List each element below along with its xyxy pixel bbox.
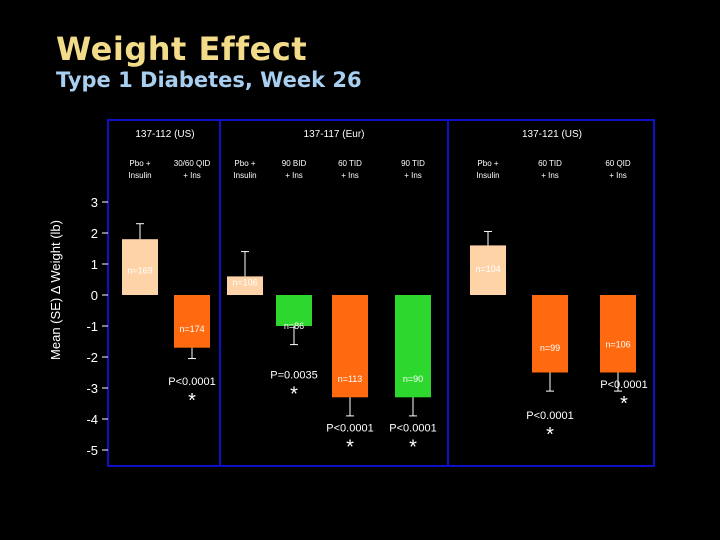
n-label-8: n=99: [540, 343, 560, 353]
p-value-8: P<0.0001: [526, 410, 573, 422]
p-value-4: P=0.0035: [270, 370, 317, 382]
group-label-line: Insulin: [476, 171, 499, 180]
study-header: 137-112 (US): [135, 129, 194, 140]
group-label-line: 90 BID: [282, 159, 307, 168]
bar-1: [122, 239, 158, 295]
slide-subtitle: Type 1 Diabetes, Week 26: [56, 68, 362, 92]
bar-9: [600, 295, 636, 373]
significance-star-8: *: [546, 424, 554, 446]
group-label-line: Insulin: [233, 171, 256, 180]
bar-4: [276, 295, 312, 326]
group-label-line: Insulin: [128, 171, 151, 180]
group-label-line: + Ins: [341, 171, 359, 180]
plot-frame: [107, 119, 655, 467]
p-value-2: P<0.0001: [168, 376, 215, 388]
y-tick-label: 3: [91, 195, 98, 210]
y-tick-label: -2: [86, 350, 98, 365]
bar-8: [532, 295, 568, 373]
bar-3: [227, 276, 263, 295]
group-label: 60 TID + Ins: [538, 159, 562, 180]
n-label-5: n=113: [338, 374, 363, 384]
group-label: Pbo + Insulin: [128, 159, 151, 180]
y-tick-label: 1: [91, 257, 98, 272]
p-value-9: P<0.0001: [600, 379, 647, 391]
group-label-line: Pbo +: [129, 159, 150, 168]
p-value-6: P<0.0001: [389, 422, 436, 434]
significance-star-4: *: [290, 384, 298, 406]
group-label: Pbo + Insulin: [476, 159, 499, 180]
n-label-3: n=106: [232, 278, 257, 288]
group-label: 60 QID + Ins: [605, 159, 631, 180]
significance-star-2: *: [188, 390, 196, 412]
y-tick-label: 0: [91, 288, 98, 303]
n-label-1: n=169: [127, 265, 152, 275]
study-header: 137-117 (Eur): [304, 129, 365, 140]
n-label-9: n=106: [605, 340, 630, 350]
y-tick-label: 2: [91, 226, 98, 241]
bar-2: [174, 295, 210, 348]
n-label-2: n=174: [179, 324, 204, 334]
group-label-line: + Ins: [541, 171, 559, 180]
bar-5: [332, 295, 368, 398]
group-label-line: 60 TID: [338, 159, 362, 168]
group-label-line: 30/60 QID: [174, 159, 211, 168]
y-tick-label: -5: [86, 443, 98, 458]
bar-7: [470, 245, 506, 295]
y-axis-label: Mean (SE) Δ Weight (lb): [48, 220, 63, 360]
group-label-line: 60 TID: [538, 159, 562, 168]
group-label-line: + Ins: [404, 171, 422, 180]
n-label-6: n=90: [403, 374, 423, 384]
bar-6: [395, 295, 431, 398]
y-tick-label: -3: [86, 381, 98, 396]
group-label: Pbo + Insulin: [233, 159, 256, 180]
group-label: 30/60 QID + Ins: [174, 159, 211, 180]
y-tick-label: -1: [86, 319, 98, 334]
group-label-line: 90 TID: [401, 159, 425, 168]
group-label-line: + Ins: [183, 171, 201, 180]
group-label-line: Pbo +: [234, 159, 255, 168]
y-tick-label: -4: [86, 412, 98, 427]
group-label: 90 BID + Ins: [282, 159, 307, 180]
group-label: 60 TID + Ins: [338, 159, 362, 180]
group-label: 90 TID + Ins: [401, 159, 425, 180]
group-label-line: + Ins: [285, 171, 303, 180]
group-label-line: Pbo +: [477, 159, 498, 168]
significance-star-6: *: [409, 436, 417, 458]
n-label-4: n=86: [284, 321, 304, 331]
group-label-line: + Ins: [609, 171, 627, 180]
significance-star-5: *: [346, 436, 354, 458]
significance-star-9: *: [620, 393, 628, 415]
slide-title: Weight Effect: [56, 30, 308, 68]
group-label-line: 60 QID: [605, 159, 631, 168]
study-header: 137-121 (US): [522, 129, 582, 140]
p-value-5: P<0.0001: [326, 422, 373, 434]
n-label-7: n=104: [475, 264, 500, 274]
